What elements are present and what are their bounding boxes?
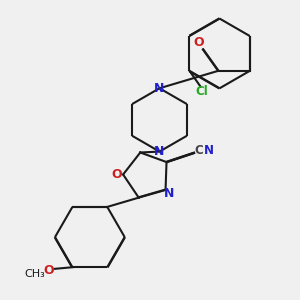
Text: N: N bbox=[154, 145, 165, 158]
Text: Cl: Cl bbox=[196, 85, 208, 98]
Text: N: N bbox=[154, 82, 165, 95]
Text: O: O bbox=[193, 36, 204, 49]
Text: O: O bbox=[112, 168, 122, 181]
Text: CH₃: CH₃ bbox=[24, 268, 45, 279]
Text: N: N bbox=[204, 143, 214, 157]
Text: O: O bbox=[44, 264, 54, 277]
Text: N: N bbox=[164, 187, 174, 200]
Text: C: C bbox=[194, 145, 203, 158]
